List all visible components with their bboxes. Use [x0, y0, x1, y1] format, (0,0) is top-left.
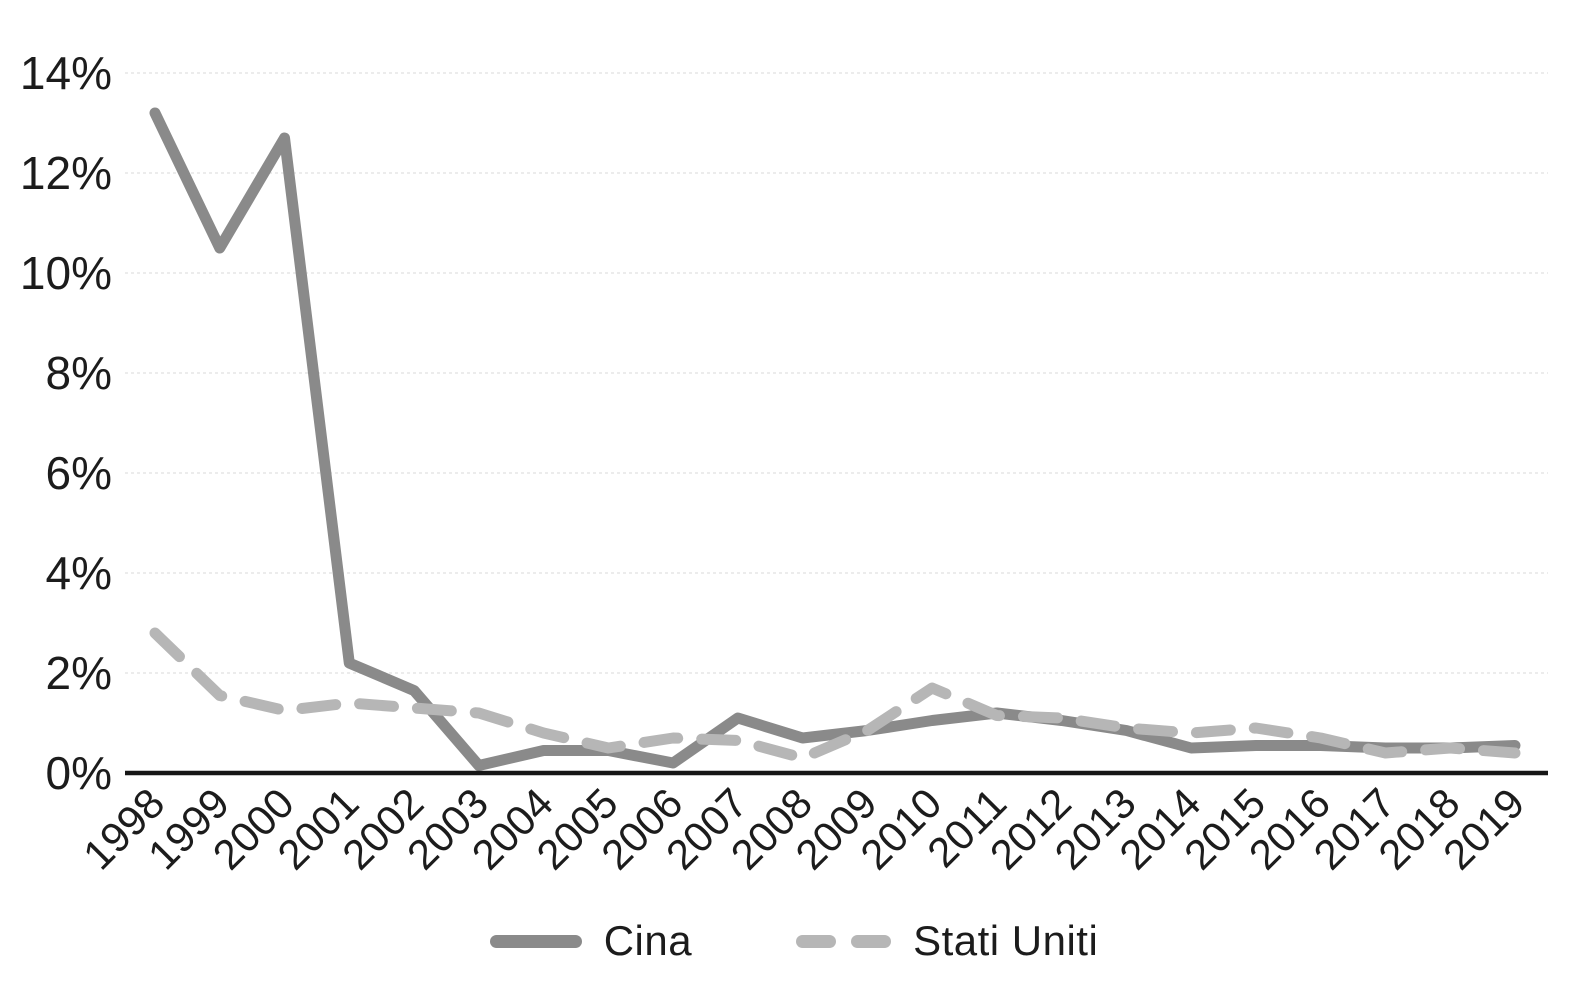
y-tick-label: 14% [20, 47, 112, 99]
y-tick-label: 6% [46, 447, 112, 499]
legend-label-cina: Cina [603, 917, 693, 964]
stati-uniti-line [149, 627, 1521, 764]
y-tick-label: 4% [46, 547, 112, 599]
y-tick-label: 2% [46, 647, 112, 699]
cina-line [149, 107, 1521, 771]
y-tick-label: 12% [20, 147, 112, 199]
legend-item-stati-uniti: Stati Uniti [796, 917, 1098, 965]
y-tick-label: 0% [46, 747, 112, 799]
legend-label-stati-uniti: Stati Uniti [913, 917, 1099, 964]
legend-item-cina: Cina [489, 917, 693, 965]
dashed-line-swatch-icon [796, 934, 892, 948]
solid-line-swatch-icon [489, 934, 582, 948]
chart-legend: Cina Stati Uniti [0, 906, 1588, 976]
y-tick-label: 10% [20, 247, 112, 299]
y-tick-label: 8% [46, 347, 112, 399]
